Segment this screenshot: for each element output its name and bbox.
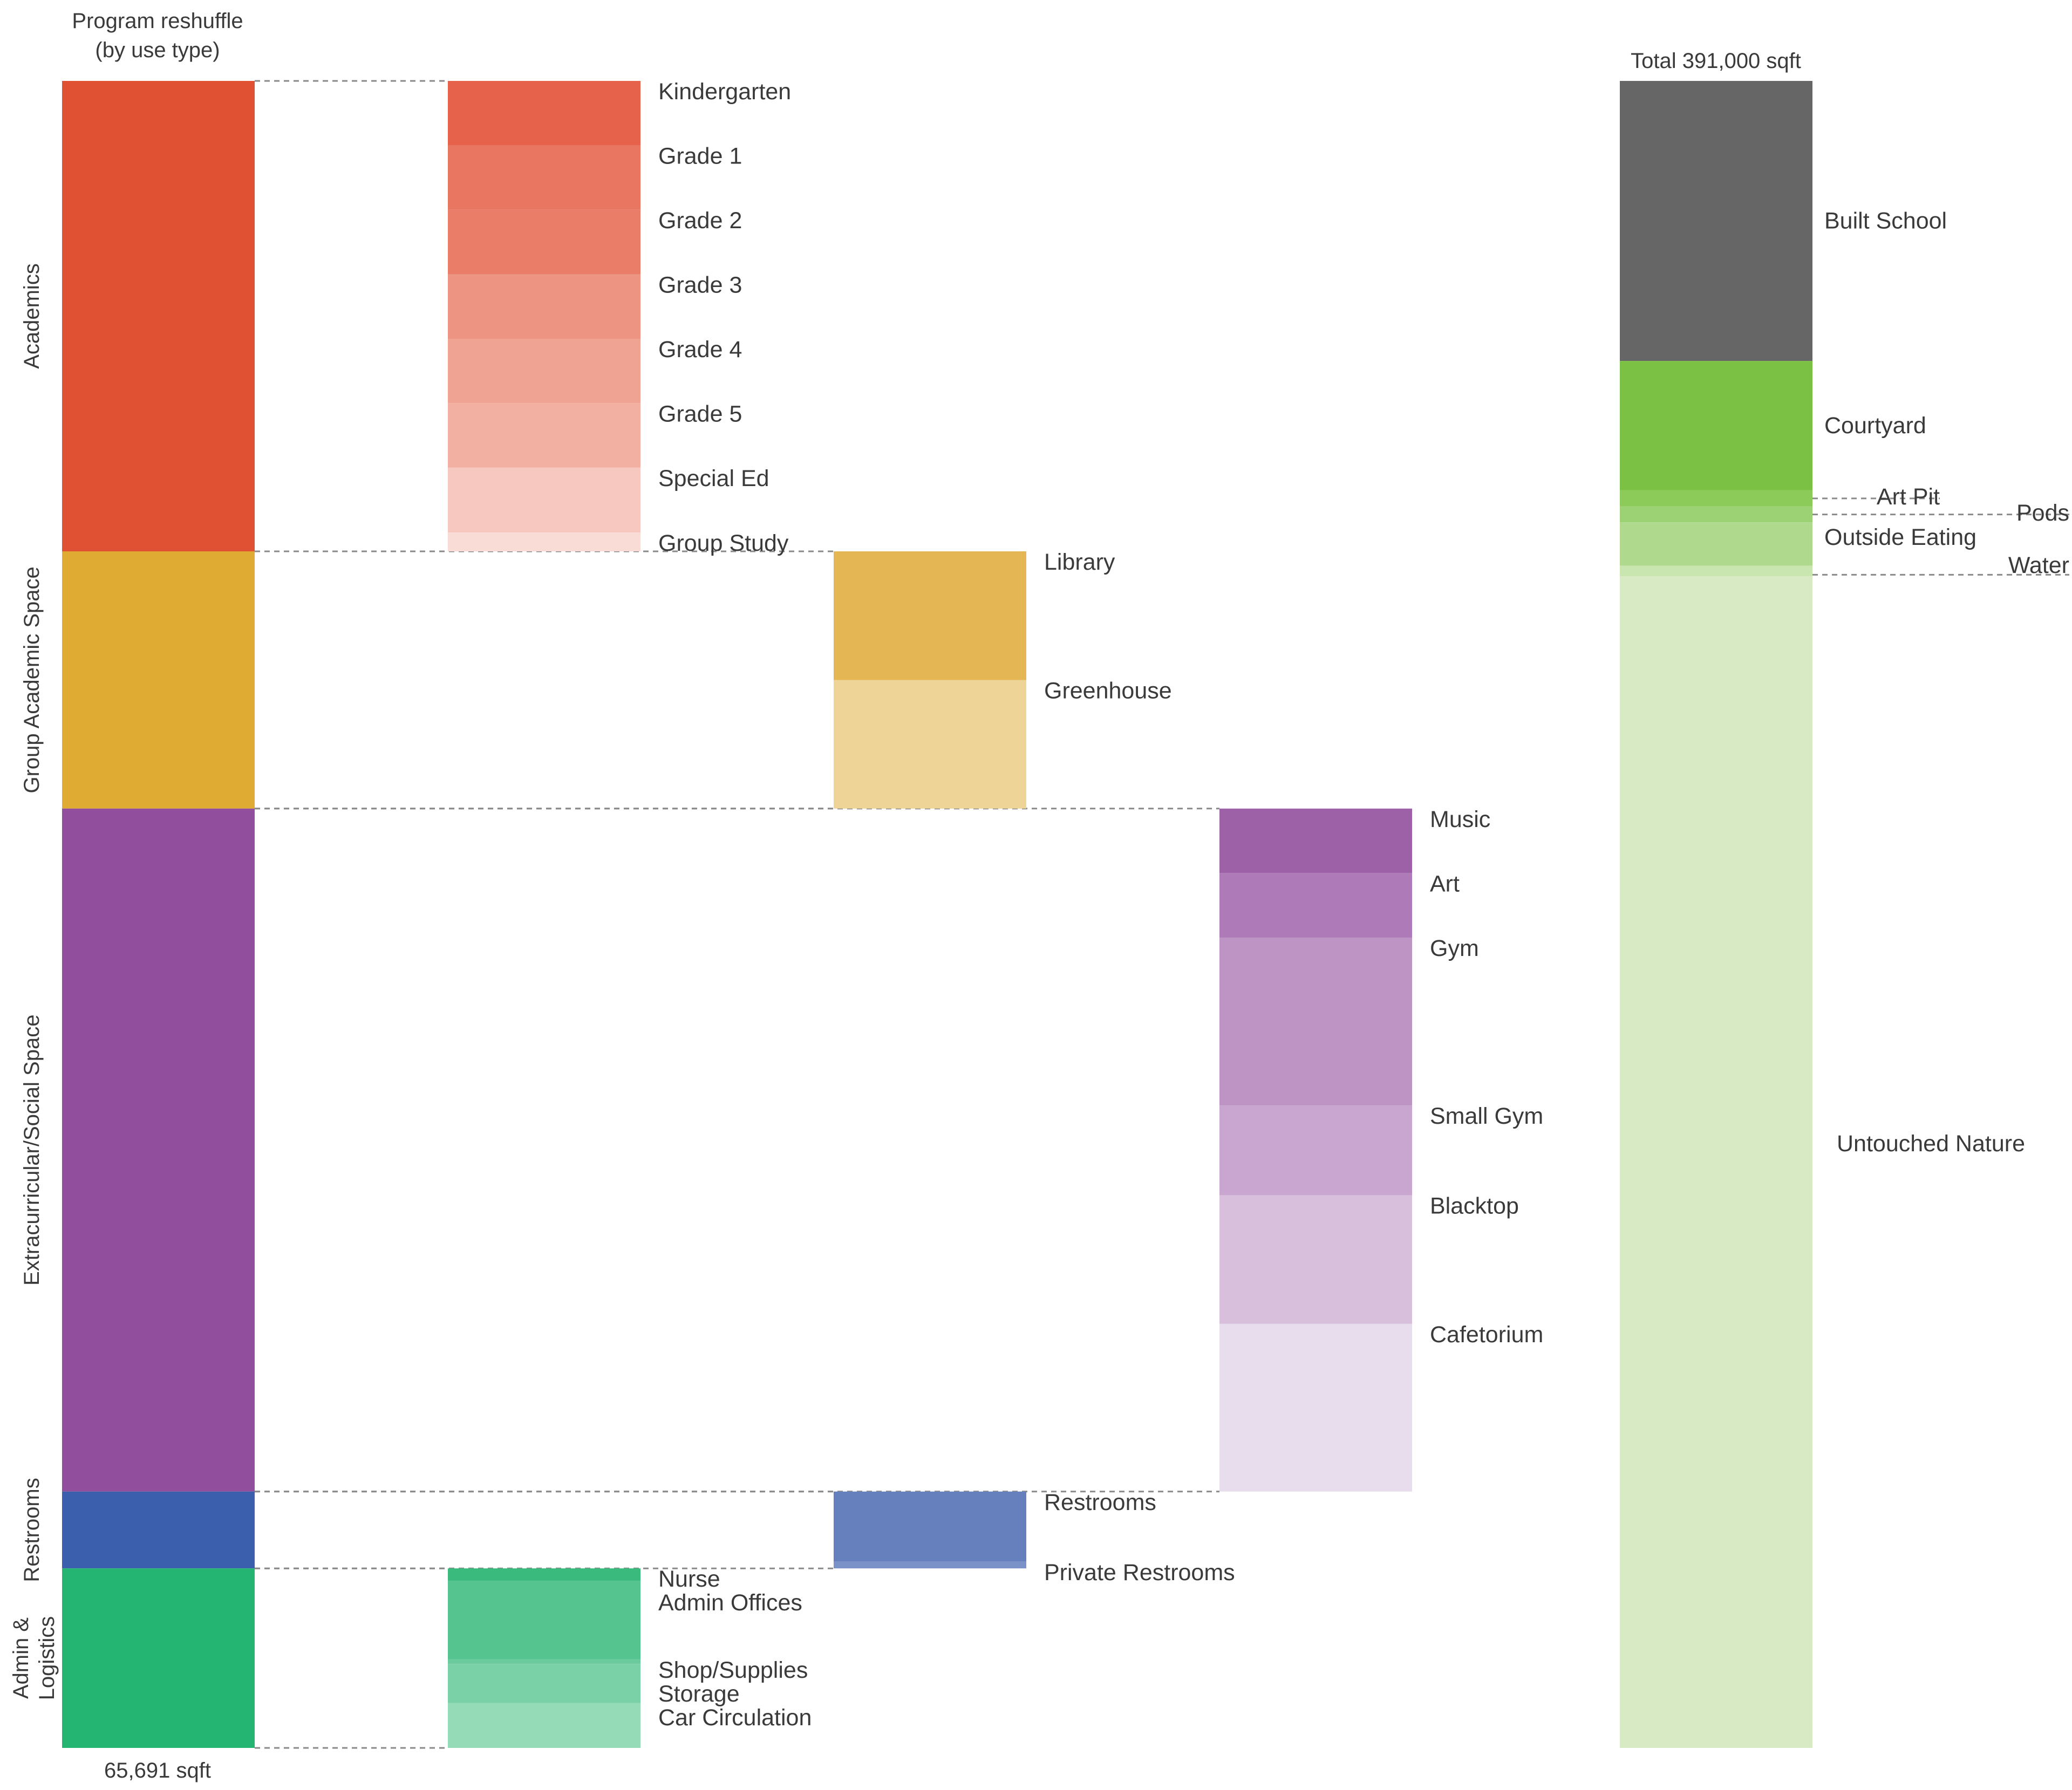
segment-music xyxy=(1219,808,1412,873)
site-label-outside-eating: Outside Eating xyxy=(1824,524,1976,550)
segment-small-gym xyxy=(1219,1105,1412,1195)
segment-private-restrooms xyxy=(834,1561,1026,1569)
group-bar-admin-logistics xyxy=(62,1568,255,1748)
group-label-extracurricular-social-space: Extracurricular/Social Space xyxy=(20,1015,44,1286)
site-segment-untouched-nature xyxy=(1620,576,1812,1748)
chart-subtitle: (by use type) xyxy=(95,38,220,62)
segment-admin-offices xyxy=(448,1581,640,1659)
segment-nurse xyxy=(448,1568,640,1581)
segment-grade-1 xyxy=(448,145,640,210)
program-total-label: 65,691 sqft xyxy=(104,1759,211,1782)
guide-lines xyxy=(255,80,2069,1749)
segment-label-art: Art xyxy=(1430,871,1460,897)
group-bar-academics xyxy=(62,81,255,551)
segment-label-grade-5: Grade 5 xyxy=(658,401,742,427)
segment-label-kindergarten: Kindergarten xyxy=(658,79,791,105)
segment-grade-3 xyxy=(448,274,640,339)
segment-greenhouse xyxy=(834,680,1026,809)
segment-kindergarten xyxy=(448,81,640,146)
site-segment-built-school xyxy=(1620,81,1812,361)
group-bar-group-academic-space xyxy=(62,551,255,809)
chart-title: Program reshuffle xyxy=(72,9,243,33)
group-label-restrooms: Restrooms xyxy=(20,1478,44,1582)
site-label-untouched-nature: Untouched Nature xyxy=(1837,1131,2025,1157)
segment-grade-5 xyxy=(448,403,640,468)
site-segment-outside-eating xyxy=(1620,522,1812,566)
group-bar-restrooms xyxy=(62,1491,255,1569)
segment-grade-2 xyxy=(448,209,640,275)
segment-label-grade-3: Grade 3 xyxy=(658,272,742,298)
segment-label-greenhouse: Greenhouse xyxy=(1044,678,1172,704)
segment-label-grade-4: Grade 4 xyxy=(658,337,742,363)
segment-label-nurse: Nurse xyxy=(658,1566,720,1592)
segment-label-grade-2: Grade 2 xyxy=(658,208,742,234)
site-segment-water xyxy=(1620,565,1812,577)
site-total-label: Total 391,000 sqft xyxy=(1631,49,1801,73)
segment-label-music: Music xyxy=(1430,807,1490,832)
segment-label-blacktop: Blacktop xyxy=(1430,1193,1519,1219)
segment-label-cafetorium: Cafetorium xyxy=(1430,1322,1543,1348)
segment-restrooms xyxy=(834,1491,1026,1562)
breakdown-stacks: Kindergarten Grade 1 Grade 2 Grade 3 Grade 4… xyxy=(448,79,1543,1748)
segment-label-library: Library xyxy=(1044,549,1115,575)
site-label-pods: Pods xyxy=(2016,500,2069,526)
segment-special-ed xyxy=(448,467,640,533)
site-segment-art-pit xyxy=(1620,490,1812,507)
segment-label-group-study: Group Study xyxy=(658,530,789,556)
segment-car-circulation xyxy=(448,1703,640,1748)
site-segment-courtyard xyxy=(1620,361,1812,490)
segment-label-car-circulation: Car Circulation xyxy=(658,1705,812,1731)
segment-grade-4 xyxy=(448,339,640,404)
segment-label-grade-1: Grade 1 xyxy=(658,144,742,169)
site-label-art-pit: Art Pit xyxy=(1877,484,1940,510)
segment-label-private-restrooms: Private Restrooms xyxy=(1044,1560,1235,1586)
segment-label-storage: Storage xyxy=(658,1681,740,1707)
site-segment-pods xyxy=(1620,506,1812,523)
site-label-built-school: Built School xyxy=(1824,208,1947,234)
segment-label-admin-offices: Admin Offices xyxy=(658,1590,802,1616)
segment-label-shop-supplies: Shop/Supplies xyxy=(658,1657,808,1683)
segment-group-study xyxy=(448,532,640,551)
group-label-admin-logistics: Admin & Logistics xyxy=(9,1616,59,1700)
segment-label-special-ed: Special Ed xyxy=(658,466,769,491)
segment-art xyxy=(1219,873,1412,938)
segment-shop-supplies xyxy=(448,1659,640,1664)
program-stack: Academics Group Academic Space Extracurric… xyxy=(9,81,255,1748)
group-label-academics: Academics xyxy=(20,263,44,369)
group-bar-extracurricular-social-space xyxy=(62,808,255,1492)
group-label-group-academic-space: Group Academic Space xyxy=(20,566,44,793)
segment-blacktop xyxy=(1219,1195,1412,1324)
segment-cafetorium xyxy=(1219,1323,1412,1492)
segment-label-restrooms: Restrooms xyxy=(1044,1490,1156,1515)
segment-gym xyxy=(1219,937,1412,1106)
segment-library xyxy=(834,551,1026,680)
site-label-courtyard: Courtyard xyxy=(1824,413,1926,439)
site-label-water: Water xyxy=(2008,552,2069,578)
segment-label-small-gym: Small Gym xyxy=(1430,1103,1543,1129)
segment-storage xyxy=(448,1664,640,1703)
segment-label-gym: Gym xyxy=(1430,935,1479,961)
site-stack: Built School Courtyard Art Pit Pods Outside … xyxy=(1620,81,2069,1748)
